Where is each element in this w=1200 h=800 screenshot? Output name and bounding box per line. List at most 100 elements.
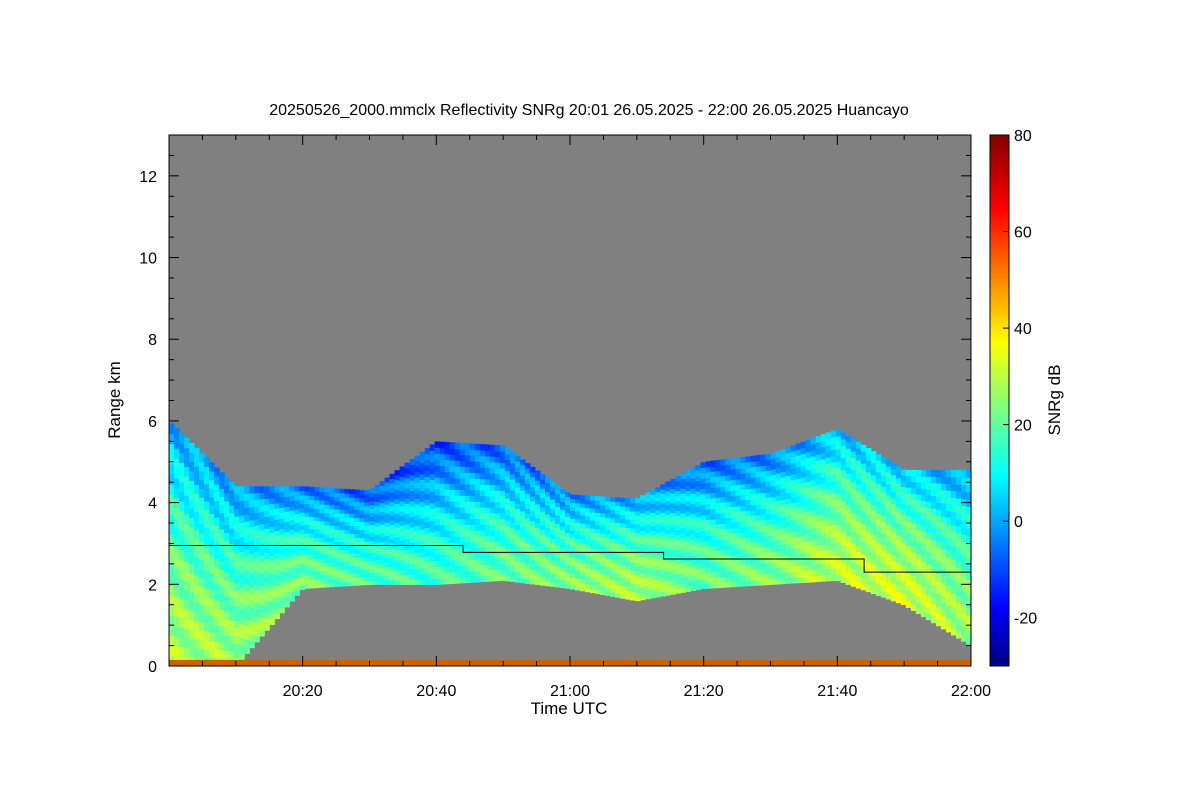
heatmap-cell	[855, 569, 862, 577]
heatmap-cell	[489, 473, 496, 480]
heatmap-cell	[389, 575, 396, 581]
heatmap-cell	[564, 516, 571, 522]
heatmap-cell	[725, 490, 731, 497]
heatmap-cell	[559, 546, 566, 552]
heatmap-cell	[845, 485, 852, 493]
heatmap-cell	[935, 619, 942, 627]
heatmap-cell	[399, 525, 406, 531]
heatmap-cell	[519, 556, 526, 563]
heatmap-cell	[299, 572, 305, 578]
heatmap-cell	[469, 564, 476, 572]
heatmap-cell	[955, 574, 962, 583]
heatmap-cell	[454, 547, 461, 555]
heatmap-cell	[595, 565, 601, 570]
heatmap-cell	[820, 483, 827, 490]
heatmap-cell	[590, 499, 596, 505]
heatmap-cell	[559, 575, 566, 580]
heatmap-cell	[880, 544, 887, 552]
heatmap-cell	[554, 569, 561, 575]
heatmap-cell	[184, 447, 190, 458]
heatmap-cell	[830, 443, 837, 450]
heatmap-cell	[605, 591, 611, 596]
heatmap-cell	[925, 538, 932, 546]
heatmap-cell	[449, 518, 456, 526]
heatmap-cell	[269, 543, 275, 551]
heatmap-cell	[680, 512, 686, 519]
heatmap-cell	[880, 591, 887, 598]
heatmap-cell	[605, 546, 611, 551]
heatmap-cell	[404, 472, 411, 479]
heatmap-cell	[940, 542, 947, 550]
heatmap-cell	[855, 441, 862, 449]
heatmap-cell	[234, 635, 240, 644]
heatmap-cell	[454, 571, 461, 578]
heatmap-cell	[680, 557, 686, 564]
heatmap-cell	[900, 486, 907, 493]
heatmap-cell	[179, 433, 185, 444]
heatmap-cell	[399, 491, 406, 497]
heatmap-cell	[534, 560, 541, 567]
heatmap-cell	[209, 521, 215, 531]
heatmap-cell	[224, 595, 230, 604]
heatmap-cell	[945, 611, 952, 619]
heatmap-cell	[339, 521, 346, 526]
heatmap-cell	[219, 641, 225, 651]
heatmap-cell	[279, 554, 285, 561]
heatmap-cell	[324, 549, 330, 555]
heatmap-cell	[575, 585, 581, 591]
heatmap-cell	[369, 496, 376, 502]
heatmap-cell	[820, 446, 827, 454]
heatmap-cell	[454, 559, 461, 567]
heatmap-cell	[915, 577, 922, 585]
heatmap-cell	[575, 518, 581, 524]
heatmap-cell	[464, 518, 471, 526]
heatmap-cell	[334, 516, 341, 522]
heatmap-cell	[635, 510, 641, 516]
heatmap-cell	[870, 462, 877, 470]
heatmap-cell	[650, 534, 656, 540]
heatmap-cell	[179, 442, 185, 454]
heatmap-cell	[519, 562, 526, 568]
heatmap-cell	[499, 490, 506, 497]
heatmap-cell	[570, 510, 576, 515]
heatmap-cell	[374, 571, 381, 577]
heatmap-cell	[479, 570, 486, 577]
heatmap-cell	[595, 500, 601, 505]
heatmap-cell	[785, 509, 792, 516]
heatmap-cell	[825, 518, 832, 526]
heatmap-cell	[339, 533, 346, 538]
heatmap-cell	[424, 561, 431, 568]
heatmap-cell	[239, 623, 245, 631]
heatmap-cell	[374, 567, 381, 573]
heatmap-cell	[329, 582, 336, 588]
heatmap-cell	[765, 475, 772, 482]
heatmap-cell	[660, 535, 666, 541]
heatmap-cell	[715, 486, 721, 493]
heatmap-cell	[309, 524, 315, 530]
heatmap-cell	[394, 522, 401, 528]
heatmap-cell	[895, 472, 902, 479]
heatmap-cell	[605, 500, 611, 506]
heatmap-cell	[655, 519, 661, 525]
heatmap-cell	[309, 512, 315, 517]
heatmap-cell	[444, 442, 451, 449]
heatmap-cell	[534, 499, 541, 505]
heatmap-cell	[329, 537, 336, 543]
heatmap-cell	[389, 478, 396, 484]
heatmap-cell	[960, 633, 967, 642]
heatmap-cell	[795, 565, 802, 572]
heatmap-cell	[504, 520, 511, 527]
heatmap-cell	[875, 589, 882, 596]
heatmap-cell	[384, 579, 391, 585]
heatmap-cell	[234, 560, 240, 569]
heatmap-cell	[459, 454, 466, 461]
heatmap-cell	[254, 492, 260, 500]
heatmap-cell	[419, 529, 426, 536]
heatmap-cell	[324, 582, 330, 588]
heatmap-cell	[194, 566, 200, 576]
heatmap-cell	[174, 636, 180, 647]
heatmap-cell	[890, 532, 897, 539]
heatmap-cell	[539, 566, 546, 572]
heatmap-cell	[414, 482, 421, 489]
heatmap-cell	[585, 535, 591, 541]
